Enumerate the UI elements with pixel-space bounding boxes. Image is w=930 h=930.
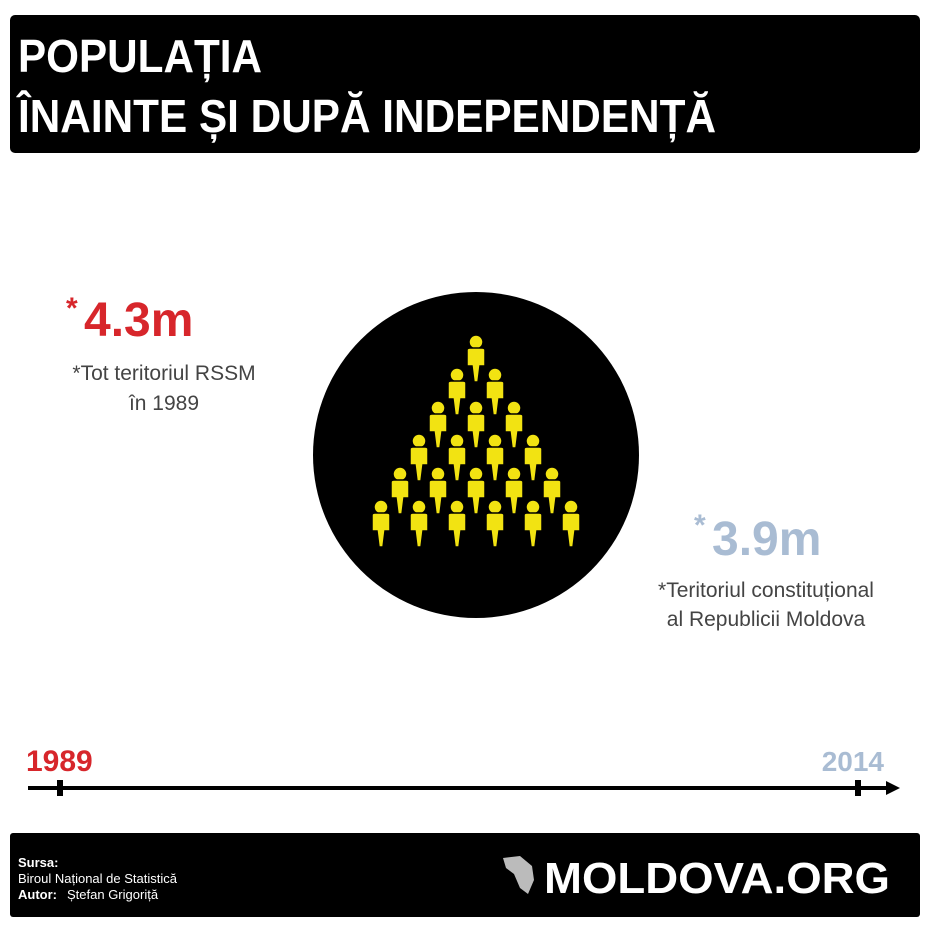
source-label: Sursa: bbox=[18, 855, 58, 870]
author-label: Autor: bbox=[18, 887, 57, 902]
person-icon bbox=[409, 499, 429, 548]
note: al Republicii Moldova bbox=[667, 608, 866, 631]
person-icon bbox=[485, 499, 505, 548]
person-icon bbox=[447, 499, 467, 548]
people-pyramid bbox=[371, 334, 581, 548]
asterisk: * bbox=[694, 509, 706, 542]
person-icon bbox=[523, 433, 543, 482]
person-icon bbox=[447, 367, 467, 416]
person-icon bbox=[504, 400, 524, 449]
person-icon bbox=[428, 400, 448, 449]
author: Ștefan Grigoriță bbox=[67, 887, 159, 902]
title-line: POPULAȚIA bbox=[18, 30, 262, 83]
person-icon bbox=[447, 433, 467, 482]
note: *Tot teritoriul RSSM bbox=[72, 362, 255, 385]
person-icon bbox=[523, 499, 543, 548]
title-line: ÎNAINTE ȘI DUPĂ INDEPENDENȚĂ bbox=[16, 90, 716, 143]
timeline-arrow bbox=[886, 781, 900, 795]
logo-text: MOLDOVA.ORG bbox=[544, 854, 890, 903]
person-icon bbox=[428, 466, 448, 515]
header-bar bbox=[10, 15, 920, 153]
population-value: 4.3m bbox=[84, 294, 193, 347]
population-value: 3.9m bbox=[712, 513, 821, 566]
person-icon bbox=[409, 433, 429, 482]
person-icon bbox=[542, 466, 562, 515]
person-icon bbox=[485, 367, 505, 416]
person-icon bbox=[561, 499, 581, 548]
person-icon bbox=[466, 334, 486, 383]
logo-map bbox=[503, 856, 534, 894]
person-icon bbox=[371, 499, 391, 548]
footer-bar bbox=[10, 833, 920, 917]
source: Biroul Național de Statistică bbox=[18, 871, 178, 886]
person-icon bbox=[504, 466, 524, 515]
circle bbox=[313, 292, 639, 618]
timeline-tick bbox=[855, 780, 861, 796]
note: *Teritoriul constituțional bbox=[658, 579, 874, 602]
note: în 1989 bbox=[128, 392, 199, 415]
asterisk: * bbox=[66, 292, 78, 325]
person-icon bbox=[390, 466, 410, 515]
timeline-tick bbox=[57, 780, 63, 796]
person-icon bbox=[466, 400, 486, 449]
person-icon bbox=[485, 433, 505, 482]
timeline-start: 1989 bbox=[26, 745, 93, 778]
timeline-end: 2014 bbox=[822, 746, 885, 777]
person-icon bbox=[466, 466, 486, 515]
